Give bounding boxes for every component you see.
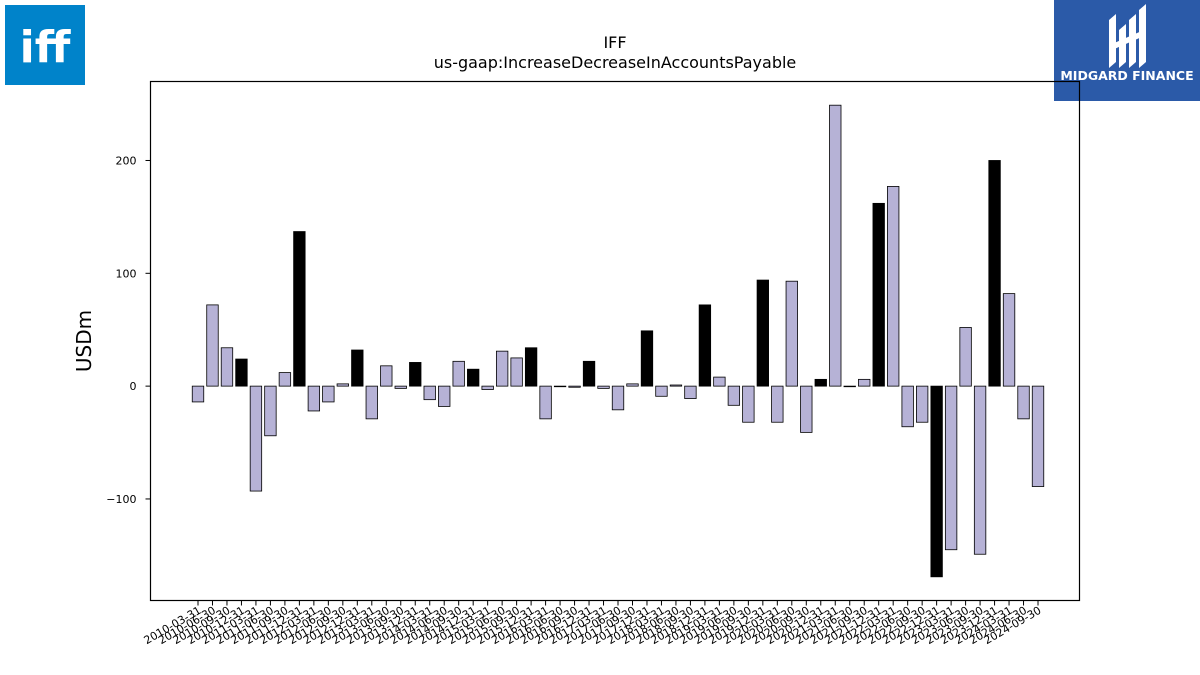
bar xyxy=(916,385,929,423)
bar xyxy=(467,368,480,387)
bar xyxy=(800,385,813,433)
y-axis-label: USDm xyxy=(72,310,96,372)
bar xyxy=(669,384,683,387)
bar xyxy=(322,385,335,403)
bar xyxy=(553,385,567,388)
bar xyxy=(524,347,538,387)
bar xyxy=(756,279,769,387)
bars xyxy=(191,104,1045,578)
bar xyxy=(1002,293,1016,387)
bar xyxy=(814,378,827,387)
bar xyxy=(495,350,509,387)
bar xyxy=(394,385,407,389)
bar xyxy=(684,385,697,399)
bar xyxy=(698,304,712,387)
x-axis: 2010-03-312010-06-302010-09-302010-12-31… xyxy=(142,600,1044,647)
iff-logo-text: iff xyxy=(20,22,72,73)
bar xyxy=(438,385,451,407)
bar xyxy=(626,383,639,387)
midgard-logo-background xyxy=(1054,0,1200,101)
bar xyxy=(901,385,914,428)
bar xyxy=(278,372,292,387)
bar xyxy=(510,357,523,387)
bar xyxy=(423,385,436,401)
y-tick-label: 0 xyxy=(130,380,137,393)
bar xyxy=(365,385,378,420)
bar xyxy=(887,186,900,387)
bar xyxy=(307,385,321,412)
bar xyxy=(293,231,306,387)
bar xyxy=(785,280,798,387)
bar xyxy=(727,385,741,406)
bar xyxy=(235,358,248,387)
bar xyxy=(1031,385,1045,487)
bar xyxy=(380,365,393,387)
bar xyxy=(771,385,784,423)
bar xyxy=(829,104,842,387)
y-tick-label: −100 xyxy=(106,493,136,506)
bar xyxy=(713,376,726,387)
midgard-logo-text: MIDGARD FINANCE xyxy=(1060,68,1193,83)
midgard-emblem-icon xyxy=(1109,4,1146,68)
y-tick-label: 200 xyxy=(116,154,137,167)
bar xyxy=(220,347,234,387)
bar xyxy=(843,385,856,388)
bar xyxy=(973,385,987,555)
bar xyxy=(930,385,943,578)
bar xyxy=(1017,385,1030,420)
bar xyxy=(351,349,364,387)
midgard-logo: MIDGARD FINANCE xyxy=(1054,0,1200,101)
bar xyxy=(611,385,625,411)
bar xyxy=(742,385,755,423)
bar xyxy=(959,327,972,387)
bar xyxy=(249,385,263,492)
bar xyxy=(452,360,465,387)
bar xyxy=(206,304,219,387)
plot-frame xyxy=(149,80,1081,602)
chart-title: IFF xyxy=(603,33,626,52)
bar xyxy=(944,385,958,551)
y-axis: −100 0 100 200 xyxy=(106,154,151,506)
bar xyxy=(336,383,349,387)
bar xyxy=(655,385,668,397)
bar xyxy=(640,330,654,387)
y-tick-label: 100 xyxy=(116,267,137,280)
iff-logo: iff xyxy=(5,5,85,85)
chart-subtitle: us-gaap:IncreaseDecreaseInAccountsPayabl… xyxy=(434,53,797,72)
bar xyxy=(539,385,552,420)
bar xyxy=(409,362,422,387)
bar xyxy=(264,385,277,437)
iff-logo-background xyxy=(5,5,85,85)
bar xyxy=(988,160,1001,387)
bar xyxy=(858,378,871,387)
bar xyxy=(582,360,596,387)
bar xyxy=(872,202,885,387)
bar xyxy=(191,385,205,403)
bar xyxy=(597,385,610,389)
bar xyxy=(481,385,494,390)
bar xyxy=(568,385,581,388)
